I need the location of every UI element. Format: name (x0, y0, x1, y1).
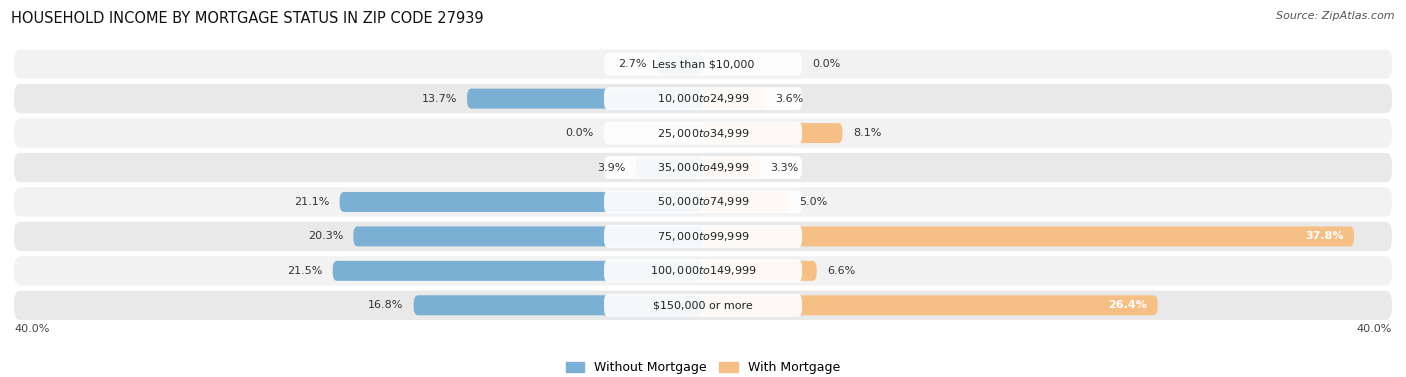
Text: 37.8%: 37.8% (1305, 231, 1344, 241)
FancyBboxPatch shape (14, 256, 1392, 285)
Text: 40.0%: 40.0% (1357, 324, 1392, 334)
FancyBboxPatch shape (605, 156, 801, 179)
FancyBboxPatch shape (703, 295, 1157, 315)
FancyBboxPatch shape (605, 294, 801, 317)
FancyBboxPatch shape (605, 53, 801, 75)
FancyBboxPatch shape (703, 89, 765, 109)
Text: 40.0%: 40.0% (14, 324, 49, 334)
FancyBboxPatch shape (340, 192, 703, 212)
Text: 3.6%: 3.6% (775, 93, 804, 104)
Text: 26.4%: 26.4% (1108, 300, 1147, 310)
Text: 2.7%: 2.7% (617, 59, 647, 69)
FancyBboxPatch shape (14, 187, 1392, 217)
Text: $75,000 to $99,999: $75,000 to $99,999 (657, 230, 749, 243)
FancyBboxPatch shape (636, 158, 703, 178)
FancyBboxPatch shape (14, 291, 1392, 320)
FancyBboxPatch shape (14, 222, 1392, 251)
Text: HOUSEHOLD INCOME BY MORTGAGE STATUS IN ZIP CODE 27939: HOUSEHOLD INCOME BY MORTGAGE STATUS IN Z… (11, 11, 484, 26)
Text: 6.6%: 6.6% (827, 266, 855, 276)
Text: $10,000 to $24,999: $10,000 to $24,999 (657, 92, 749, 105)
Text: $35,000 to $49,999: $35,000 to $49,999 (657, 161, 749, 174)
FancyBboxPatch shape (14, 49, 1392, 79)
FancyBboxPatch shape (14, 153, 1392, 182)
Text: 0.0%: 0.0% (565, 128, 593, 138)
Text: Source: ZipAtlas.com: Source: ZipAtlas.com (1277, 11, 1395, 21)
Text: 16.8%: 16.8% (368, 300, 404, 310)
Text: $25,000 to $34,999: $25,000 to $34,999 (657, 127, 749, 139)
Text: 8.1%: 8.1% (853, 128, 882, 138)
Text: $150,000 or more: $150,000 or more (654, 300, 752, 310)
FancyBboxPatch shape (413, 295, 703, 315)
Text: 0.0%: 0.0% (813, 59, 841, 69)
Text: Less than $10,000: Less than $10,000 (652, 59, 754, 69)
FancyBboxPatch shape (703, 227, 1354, 247)
Text: $100,000 to $149,999: $100,000 to $149,999 (650, 264, 756, 277)
Text: 20.3%: 20.3% (308, 231, 343, 241)
Text: 13.7%: 13.7% (422, 93, 457, 104)
Text: 3.3%: 3.3% (770, 162, 799, 173)
Legend: Without Mortgage, With Mortgage: Without Mortgage, With Mortgage (561, 356, 845, 377)
FancyBboxPatch shape (703, 192, 789, 212)
FancyBboxPatch shape (703, 261, 817, 281)
FancyBboxPatch shape (605, 225, 801, 248)
FancyBboxPatch shape (605, 191, 801, 213)
FancyBboxPatch shape (703, 123, 842, 143)
FancyBboxPatch shape (605, 122, 801, 144)
FancyBboxPatch shape (333, 261, 703, 281)
FancyBboxPatch shape (703, 158, 759, 178)
FancyBboxPatch shape (605, 259, 801, 282)
FancyBboxPatch shape (353, 227, 703, 247)
Text: 21.1%: 21.1% (294, 197, 329, 207)
FancyBboxPatch shape (605, 87, 801, 110)
Text: 21.5%: 21.5% (287, 266, 322, 276)
Text: 3.9%: 3.9% (598, 162, 626, 173)
FancyBboxPatch shape (14, 84, 1392, 113)
FancyBboxPatch shape (657, 54, 703, 74)
FancyBboxPatch shape (14, 118, 1392, 148)
Text: 5.0%: 5.0% (800, 197, 828, 207)
FancyBboxPatch shape (467, 89, 703, 109)
Text: $50,000 to $74,999: $50,000 to $74,999 (657, 195, 749, 208)
